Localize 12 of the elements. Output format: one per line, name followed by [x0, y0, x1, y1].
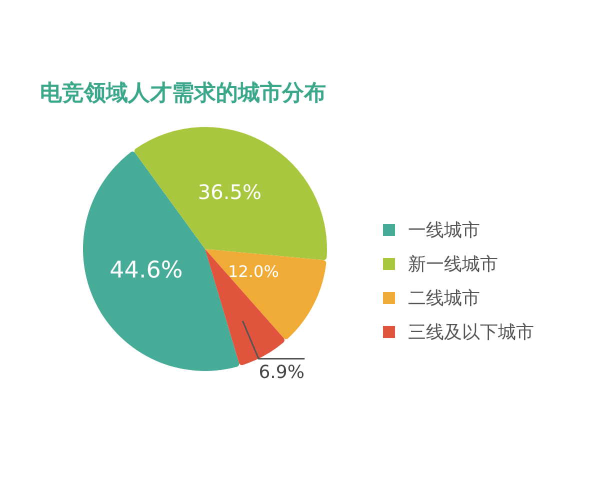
pie-slice: [205, 249, 326, 340]
data-label: 12.0%: [228, 262, 279, 281]
pie-slice: [205, 249, 284, 366]
data-label: 6.9%: [258, 362, 304, 383]
data-label: 36.5%: [198, 180, 262, 204]
legend-label: 二线城市: [408, 287, 480, 310]
legend-label: 三线及以下城市: [408, 321, 534, 344]
chart-title: 电竞领域人才需求的城市分布: [40, 80, 326, 108]
data-label: 44.6%: [110, 258, 183, 284]
pie-slice: [134, 127, 327, 260]
legend-label: 一线城市: [408, 219, 480, 242]
legend-label: 新一线城市: [408, 253, 498, 276]
